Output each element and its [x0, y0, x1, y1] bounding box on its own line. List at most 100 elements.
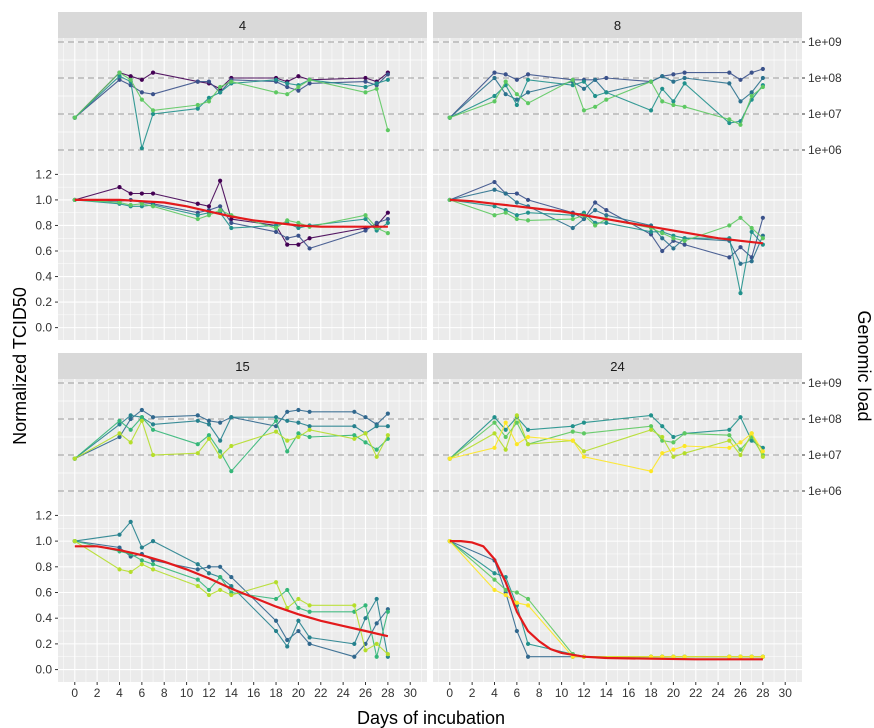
tcid50-point	[492, 187, 497, 192]
tcid50-point	[285, 218, 290, 223]
x-tick-label: 4	[116, 686, 123, 700]
genomic-point	[671, 72, 676, 77]
tcid50-point	[139, 201, 144, 206]
tcid50-point	[514, 600, 519, 605]
tcid50-point	[514, 628, 519, 634]
genomic-point	[139, 97, 144, 102]
tcid50-point	[150, 567, 156, 572]
genomic-point	[195, 106, 200, 111]
tcid50-point	[273, 580, 279, 585]
panels-layer: 4 0.0 0.2 0.4 0.6 0.8 1.0 1.2 8 1e+06 1e+07 1e+08 1e…	[35, 12, 842, 700]
panel-strip-label: 24	[610, 359, 624, 374]
x-tick-label: 0	[71, 686, 78, 700]
tcid50-point	[525, 218, 531, 223]
genomic-point	[671, 440, 676, 445]
tcid50-point	[682, 654, 687, 659]
tcid50-point	[117, 200, 122, 205]
genomic-point	[352, 433, 357, 438]
tcid50-point	[296, 220, 301, 226]
genomic-point	[738, 452, 743, 458]
genomic-point	[117, 77, 122, 82]
genomic-point	[385, 433, 390, 438]
tcid50-tick-label: 0.2	[35, 295, 52, 309]
genomic-point	[374, 447, 379, 452]
tcid50-point	[72, 539, 77, 544]
genomic-point	[385, 411, 390, 416]
genomic-point	[307, 409, 312, 414]
genomic-point	[727, 438, 732, 443]
tcid50-point	[514, 213, 519, 218]
genomic-point	[285, 81, 290, 86]
tcid50-point	[727, 255, 732, 260]
genomic-point	[139, 146, 144, 151]
genomic-point	[503, 79, 508, 84]
panel-15: 150.00.20.40.60.81.01.20 2 4 6 8 10 12 14 16 18 20…	[35, 353, 427, 700]
tcid50-point	[525, 641, 531, 646]
tcid50-tick-label: 0.0	[35, 663, 52, 677]
genomic-point	[447, 115, 452, 120]
tcid50-point	[363, 603, 368, 608]
x-tick-label: 22	[314, 686, 328, 700]
genomic-tick-label: 1e+07	[808, 107, 842, 121]
genomic-point	[363, 431, 368, 436]
tcid50-point	[363, 648, 368, 653]
x-tick-label: 30	[779, 686, 793, 700]
genomic-point	[738, 440, 743, 445]
genomic-point	[285, 418, 290, 423]
tcid50-point	[218, 204, 223, 209]
y-axis-title-left: Normalized TCID50	[10, 287, 30, 445]
tcid50-point	[682, 242, 687, 247]
genomic-series-line	[74, 71, 389, 118]
tcid50-point	[492, 571, 497, 576]
genomic-point	[128, 440, 133, 445]
genomic-point	[593, 93, 598, 99]
x-tick-label: 26	[359, 686, 373, 700]
genomic-point	[760, 454, 765, 459]
genomic-point	[514, 420, 519, 425]
genomic-point	[593, 104, 598, 109]
tcid50-point	[218, 587, 223, 593]
genomic-point	[671, 79, 676, 84]
x-tick-label: 6	[139, 686, 146, 700]
x-tick-label: 20	[667, 686, 681, 700]
genomic-point	[195, 413, 200, 418]
x-tick-label: 10	[555, 686, 569, 700]
tcid50-point	[492, 577, 497, 582]
genomic-point	[514, 102, 519, 108]
tcid50-point	[682, 238, 687, 243]
tcid50-point	[307, 641, 312, 646]
tcid50-series-line	[74, 199, 389, 234]
x-tick-label: 22	[689, 686, 703, 700]
tcid50-point	[593, 200, 598, 205]
genomic-point	[749, 90, 754, 95]
genomic-point	[682, 104, 687, 109]
genomic-point	[492, 431, 497, 436]
tcid50-point	[206, 592, 212, 598]
tcid50-point	[296, 618, 301, 623]
genomic-point	[581, 431, 587, 436]
tcid50-point	[492, 213, 497, 218]
genomic-point	[229, 415, 234, 420]
genomic-point	[363, 79, 368, 84]
tcid50-point	[150, 562, 156, 567]
tcid50-point	[525, 197, 531, 203]
tcid50-point	[195, 567, 200, 572]
genomic-point	[374, 424, 379, 429]
genomic-point	[229, 79, 234, 84]
genomic-point	[525, 72, 531, 77]
tcid50-point	[514, 590, 519, 595]
tcid50-point	[604, 213, 609, 218]
genomic-point	[671, 454, 676, 459]
genomic-point	[307, 77, 312, 82]
genomic-point	[503, 420, 508, 425]
tcid50-point	[738, 261, 743, 266]
tcid50-point	[273, 628, 279, 634]
tcid50-point	[385, 220, 390, 226]
genomic-point	[307, 434, 312, 440]
tcid50-point	[525, 596, 531, 602]
genomic-point	[727, 433, 732, 438]
tcid50-point	[514, 191, 519, 196]
tcid50-point	[363, 213, 368, 218]
tcid50-point	[195, 562, 200, 567]
